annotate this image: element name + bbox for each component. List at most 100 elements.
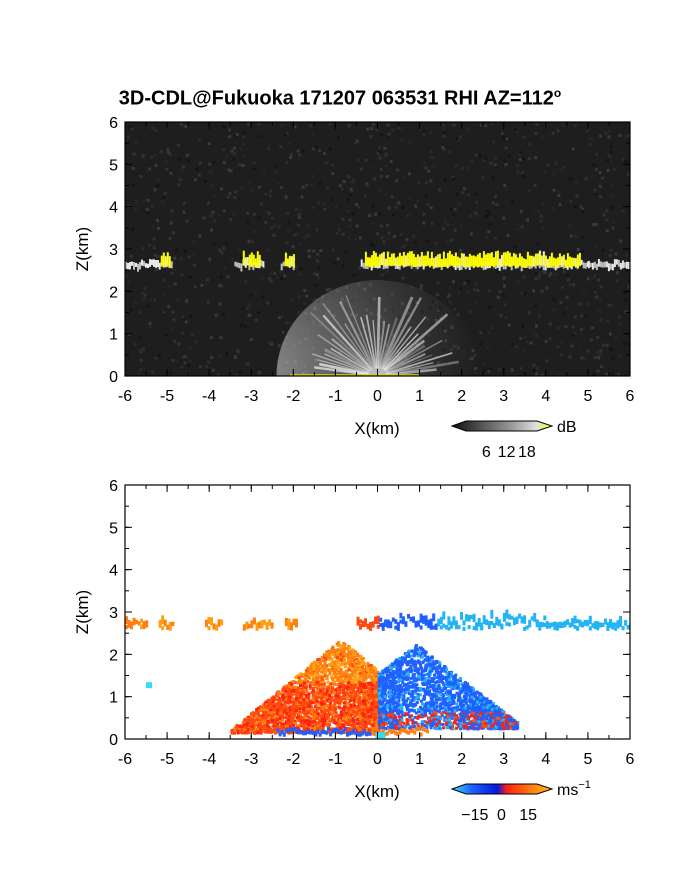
velocity-pixel (281, 722, 284, 726)
noise-pixel (441, 124, 445, 128)
velocity-pixel (354, 693, 358, 697)
noise-pixel (555, 162, 558, 166)
noise-pixel (562, 124, 565, 128)
velocity-pixel (357, 661, 361, 665)
noise-pixel (609, 248, 613, 252)
noise-pixel (234, 190, 237, 194)
noise-pixel (565, 295, 569, 299)
cloud-pixel-gray (149, 259, 151, 267)
velocity-pixel (331, 652, 335, 656)
velocity-pixel (302, 708, 306, 711)
velocity-pixel (254, 721, 258, 725)
noise-pixel (297, 295, 301, 299)
noise-pixel (131, 227, 135, 231)
noise-pixel (450, 207, 454, 211)
velocity-pixel (325, 695, 328, 699)
velocity-pixel (265, 723, 269, 727)
noise-pixel (516, 170, 520, 174)
velocity-pixel (304, 693, 308, 697)
noise-pixel (475, 200, 479, 204)
velocity-pixel (470, 615, 474, 620)
velocity-pixel (319, 679, 323, 683)
velocity-pixel (342, 691, 345, 694)
velocity-pixel (338, 680, 342, 684)
noise-pixel (597, 310, 601, 314)
noise-pixel (486, 209, 490, 213)
velocity-pixel (316, 696, 320, 700)
velocity-pixel (374, 693, 378, 696)
noise-pixel (316, 252, 320, 256)
top-colorbar-bar (450, 420, 554, 432)
noise-pixel (135, 200, 139, 204)
noise-pixel (383, 154, 387, 158)
velocity-pixel (388, 712, 392, 716)
velocity-pixel (289, 716, 293, 719)
velocity-pixel (374, 699, 378, 703)
noise-pixel (407, 196, 411, 200)
noise-pixel (335, 204, 339, 208)
noise-pixel (212, 243, 216, 247)
fan-ray (365, 314, 379, 376)
velocity-pixel (456, 705, 460, 709)
noise-pixel (552, 188, 556, 192)
noise-pixel (566, 273, 569, 277)
noise-pixel (246, 220, 250, 223)
velocity-pixel (349, 673, 353, 677)
noise-pixel (271, 216, 275, 220)
noise-pixel (483, 158, 487, 162)
cloud-pixel-yellow (424, 255, 427, 266)
noise-pixel (262, 171, 266, 175)
velocity-pixel (364, 728, 368, 732)
velocity-pixel (305, 690, 309, 694)
velocity-pixel (289, 685, 293, 689)
velocity-pixel (362, 716, 366, 720)
velocity-pixel (284, 701, 288, 705)
velocity-pixel (299, 723, 303, 727)
noise-pixel (591, 223, 595, 227)
noise-pixel (598, 134, 602, 138)
velocity-pixel (294, 706, 298, 710)
velocity-pixel (340, 648, 344, 652)
velocity-pixel (353, 662, 357, 666)
velocity-pixel (280, 707, 284, 710)
noise-pixel (315, 259, 319, 263)
noise-pixel (424, 194, 428, 198)
noise-pixel (571, 325, 575, 329)
noise-pixel (385, 270, 389, 274)
noise-pixel (188, 359, 192, 363)
cloud-pixel-yellow (564, 259, 567, 268)
velocity-pixel (359, 681, 363, 685)
velocity-pixel (359, 689, 363, 693)
cloud-pixel-gray (504, 263, 507, 270)
noise-pixel (185, 219, 189, 223)
noise-pixel (371, 204, 375, 208)
noise-pixel (280, 277, 284, 281)
y-tick-label: 3 (109, 242, 118, 259)
velocity-pixel (354, 729, 358, 733)
noise-pixel (584, 314, 588, 318)
cloud-pixel-yellow (448, 250, 451, 266)
velocity-pixel (606, 622, 610, 631)
noise-pixel (402, 175, 406, 179)
velocity-pixel (441, 680, 444, 684)
velocity-pixel (545, 621, 549, 626)
noise-pixel (502, 216, 506, 220)
noise-pixel (378, 188, 382, 192)
noise-pixel (264, 220, 268, 224)
velocity-pixel (247, 721, 251, 725)
velocity-pixel (573, 615, 577, 624)
noise-pixel (177, 342, 181, 346)
velocity-pixel (358, 671, 362, 675)
velocity-pixel (545, 624, 549, 629)
velocity-pixel (401, 620, 405, 625)
noise-pixel (552, 171, 556, 175)
velocity-pixel (322, 696, 326, 700)
noise-pixel (539, 214, 543, 218)
velocity-pixel (368, 690, 372, 694)
velocity-pixel (419, 699, 423, 703)
noise-pixel (125, 274, 129, 278)
noise-pixel (150, 204, 154, 208)
velocity-pixel (290, 730, 294, 734)
noise-pixel (528, 189, 532, 193)
